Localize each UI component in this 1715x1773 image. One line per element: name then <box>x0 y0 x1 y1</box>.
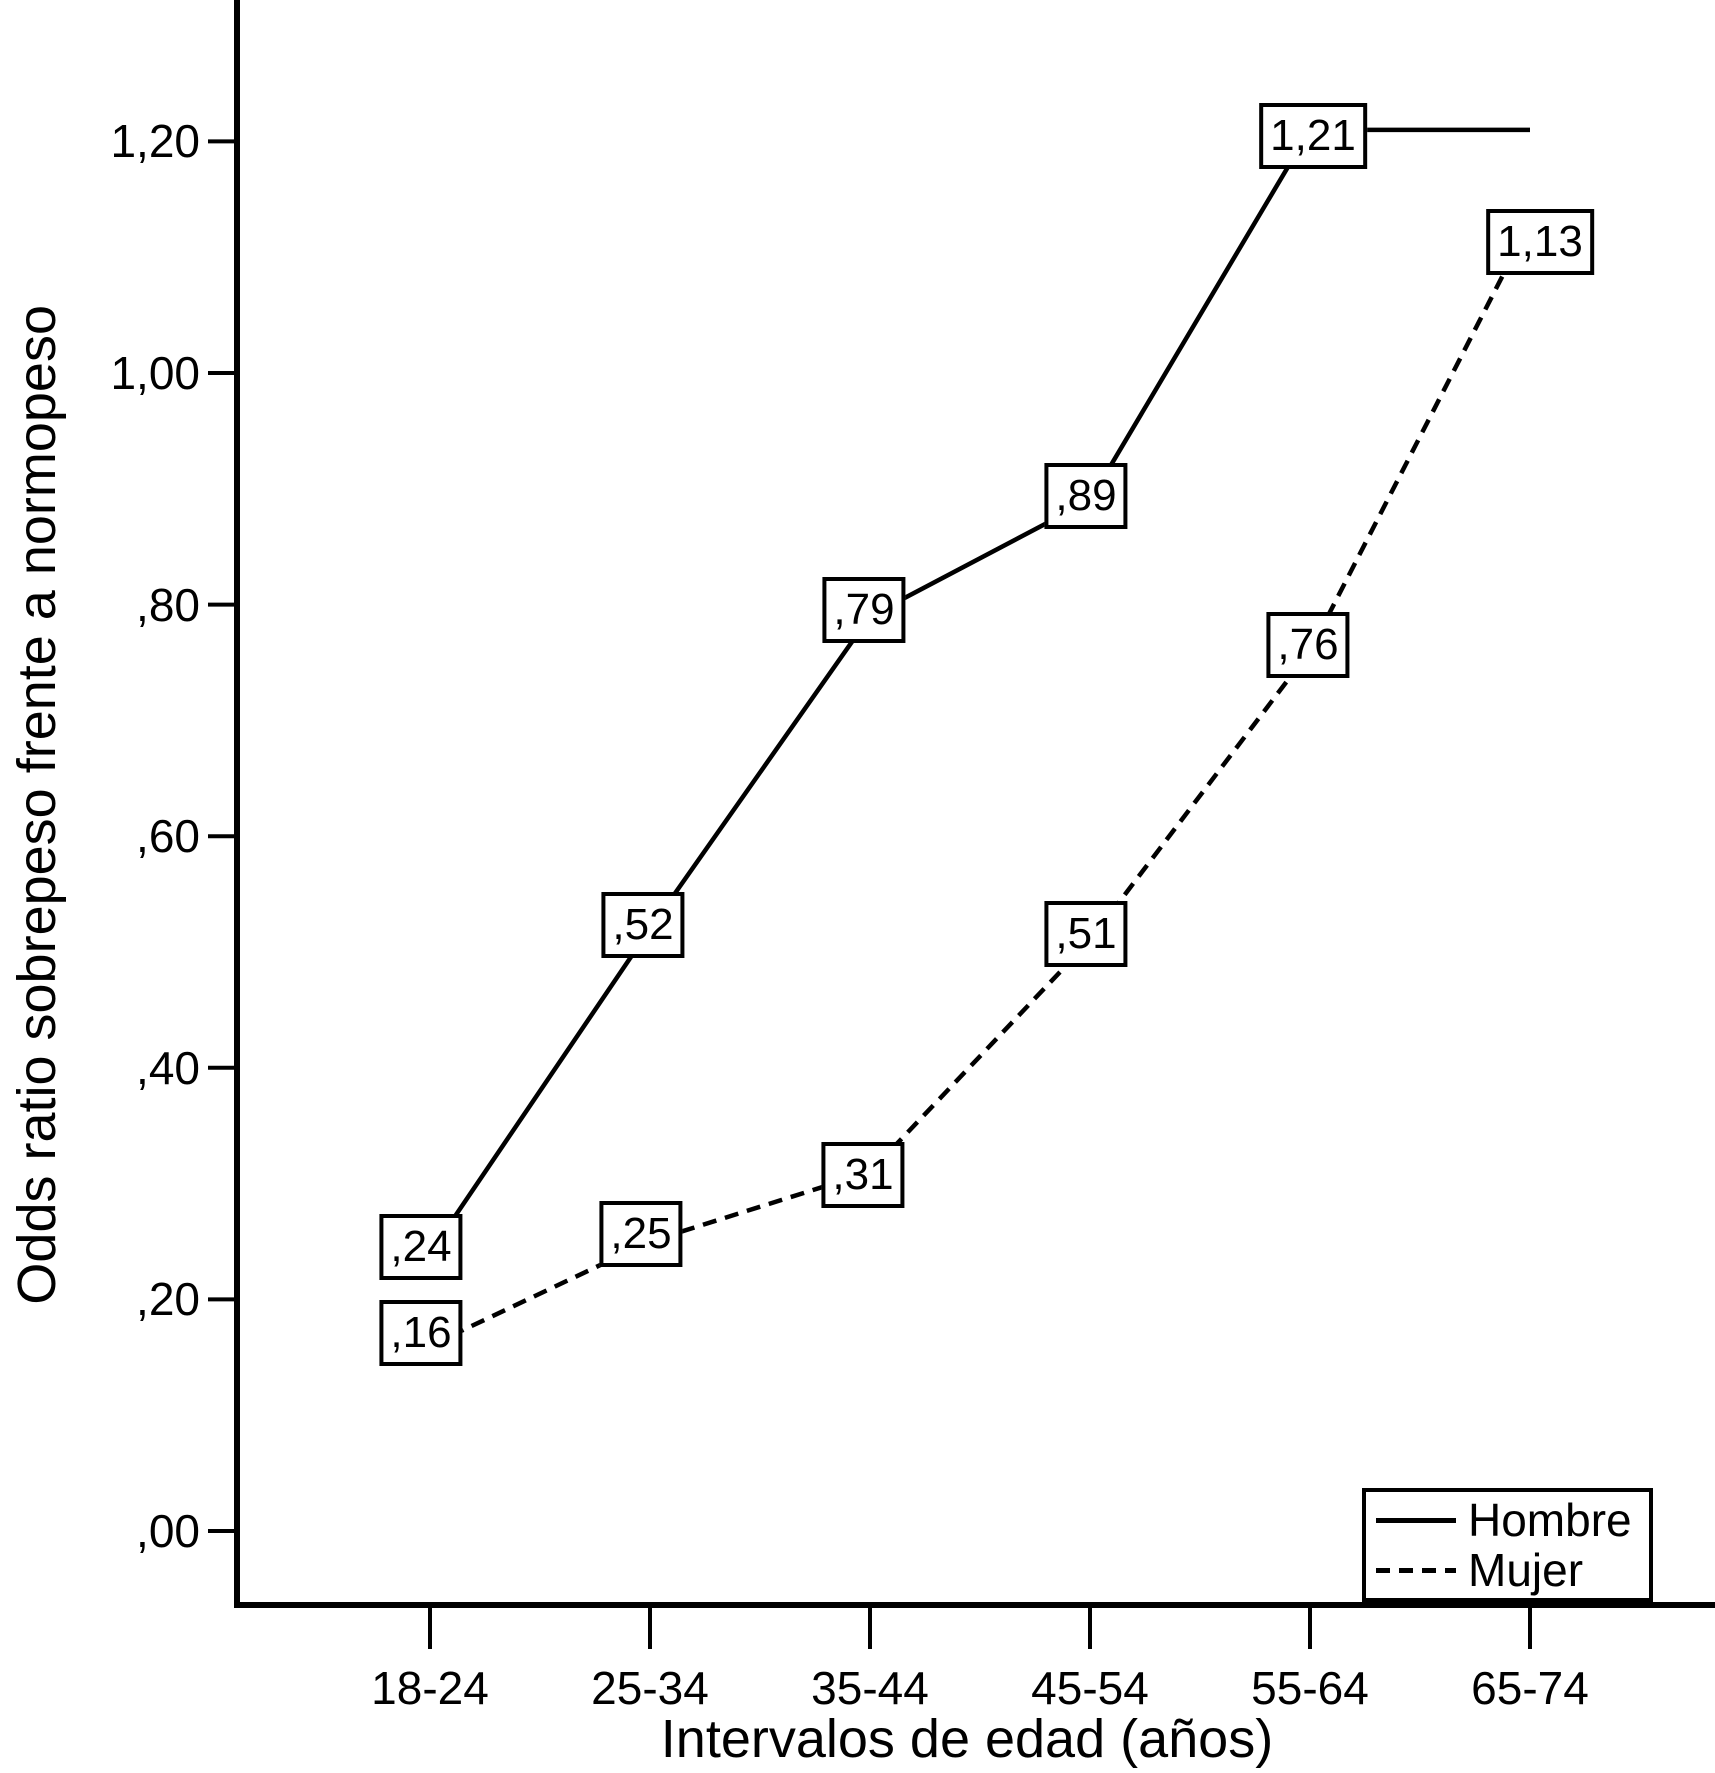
x-tick-label: 65-74 <box>1471 1662 1589 1714</box>
x-tick-label: 45-54 <box>1031 1662 1149 1714</box>
x-tick-label: 35-44 <box>811 1662 929 1714</box>
y-axis-title: Odds ratio sobrepeso frente a normopeso <box>7 305 67 1305</box>
legend: Hombre Mujer <box>1362 1488 1653 1602</box>
legend-entry-hombre: Hombre <box>1376 1496 1639 1544</box>
y-axis-title-wrap: Odds ratio sobrepeso frente a normopeso <box>4 0 70 1610</box>
x-tick-label: 25-34 <box>591 1662 709 1714</box>
series-line-mujer <box>429 221 1533 1348</box>
y-tick-label: ,20 <box>136 1273 200 1326</box>
data-label-hombre: 1,21 <box>1259 102 1367 169</box>
data-label-hombre: ,24 <box>379 1214 463 1281</box>
x-tick-label: 18-24 <box>371 1662 489 1714</box>
y-tick-label: ,60 <box>136 810 200 863</box>
data-label-mujer: ,51 <box>1044 901 1128 968</box>
legend-label-hombre: Hombre <box>1468 1494 1632 1546</box>
data-label-mujer: 1,13 <box>1486 209 1594 276</box>
data-label-mujer: ,31 <box>821 1142 905 1209</box>
data-label-mujer: ,16 <box>379 1299 463 1366</box>
series-line-hombre <box>428 127 1530 1255</box>
data-label-hombre: ,52 <box>601 891 685 958</box>
legend-dashed-line-sample <box>1376 1567 1456 1573</box>
data-label-mujer: ,25 <box>599 1200 683 1267</box>
x-tick-label: 55-64 <box>1251 1662 1369 1714</box>
legend-solid-line-sample <box>1376 1517 1456 1523</box>
legend-entry-mujer: Mujer <box>1376 1546 1639 1594</box>
y-tick-label: 1,00 <box>110 347 200 399</box>
y-tick-label: 1,20 <box>110 115 200 168</box>
y-tick-label: ,00 <box>136 1505 200 1557</box>
x-axis-title: Intervalos de edad (años) <box>660 1709 1274 1769</box>
y-tick-label: ,40 <box>136 1041 200 1094</box>
data-label-hombre: ,79 <box>822 577 906 644</box>
data-label-hombre: ,89 <box>1044 463 1128 530</box>
y-tick-label: ,80 <box>136 578 200 631</box>
data-label-mujer: ,76 <box>1266 611 1350 678</box>
legend-label-mujer: Mujer <box>1468 1544 1584 1596</box>
